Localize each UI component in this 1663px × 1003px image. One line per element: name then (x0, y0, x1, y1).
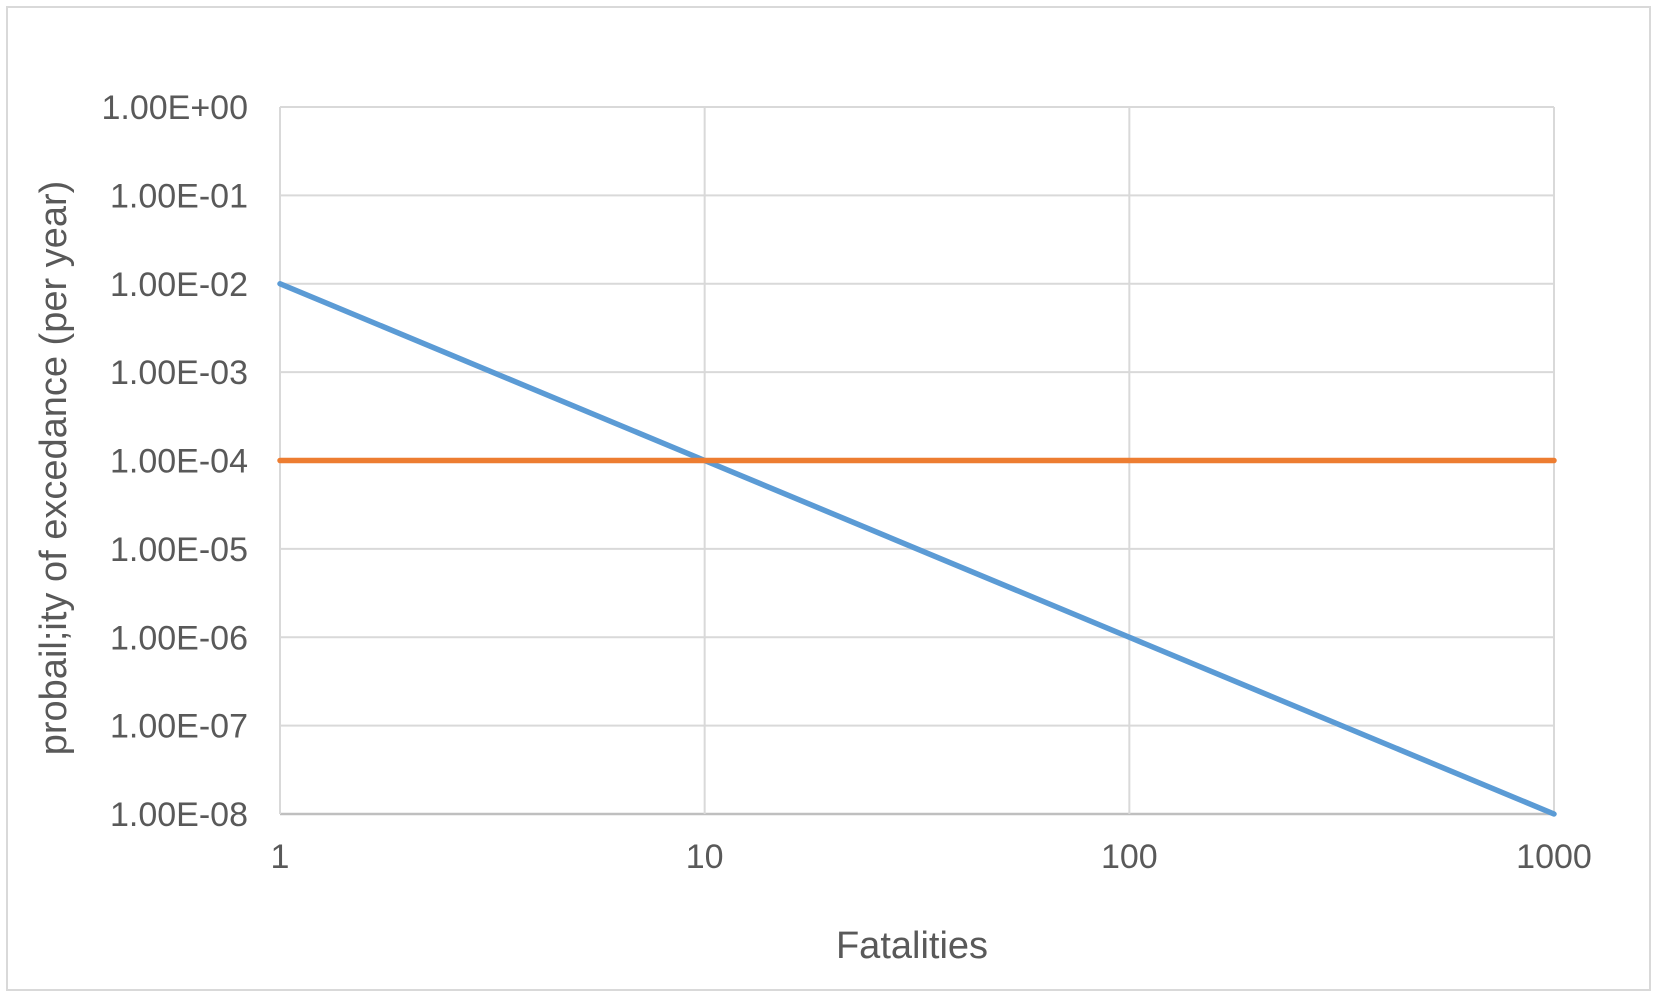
chart-svg: 1.00E+00 1.00E-01 1.00E-02 1.00E-03 1.00E-04… (33, 89, 1592, 967)
y-tick-label: 1.00E-06 (110, 619, 248, 657)
y-tick-label: 1.00E-03 (110, 354, 248, 392)
y-tick-label: 1.00E-08 (110, 796, 248, 834)
x-tick-label: 1 (271, 838, 290, 876)
y-tick-labels: 1.00E+00 1.00E-01 1.00E-02 1.00E-03 1.00E-04… (101, 89, 248, 834)
series-layer (277, 281, 1557, 817)
x-tick-label: 10 (686, 838, 724, 876)
y-tick-label: 1.00E-07 (110, 708, 248, 746)
y-tick-label: 1.00E+00 (101, 89, 248, 127)
chart-frame: 1.00E+00 1.00E-01 1.00E-02 1.00E-03 1.00E-04… (6, 6, 1651, 991)
x-tick-label: 100 (1101, 838, 1158, 876)
y-tick-label: 1.00E-01 (110, 177, 248, 215)
y-tick-label: 1.00E-05 (110, 531, 248, 569)
series-line-1 (277, 281, 1557, 817)
y-axis-title: probail;ity of excedance (per year) (33, 181, 75, 756)
x-tick-labels: 1 10 100 1000 (271, 838, 1592, 876)
y-tick-label: 1.00E-04 (110, 443, 248, 481)
x-tick-label: 1000 (1516, 838, 1592, 876)
x-axis-title: Fatalities (836, 925, 988, 967)
y-tick-label: 1.00E-02 (110, 266, 248, 304)
